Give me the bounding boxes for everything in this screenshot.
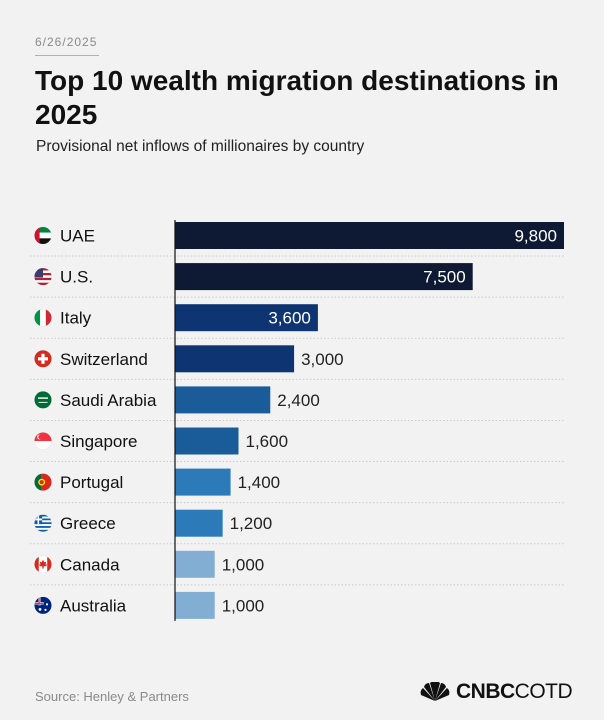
value-label: 3,000 [301, 350, 344, 369]
value-label: 2,400 [277, 391, 320, 410]
value-label: 1,400 [238, 473, 281, 492]
peacock-icon [420, 682, 450, 701]
bar [175, 386, 271, 414]
chart-title: Top 10 wealth migration destinations in … [35, 65, 559, 130]
greece-flag-icon [34, 514, 52, 532]
italy-flag-icon [34, 308, 52, 327]
portugal-flag-icon [34, 473, 52, 491]
uae-flag-icon [34, 226, 52, 245]
switzerland-flag-icon [34, 350, 52, 368]
bar [175, 509, 223, 537]
saudi-arabia-flag-icon [34, 391, 52, 409]
chart-row: U.S. 7,500 [30, 263, 564, 298]
source-note: Source: Henley & Partners [35, 689, 189, 704]
category-label: UAE [60, 227, 95, 246]
singapore-flag-icon [34, 432, 52, 450]
bar-chart: UAE 9,800 U.S. 7,500 Italy 3,600 Switzerland 3,… [30, 220, 564, 621]
bar [175, 427, 239, 455]
category-label: Portugal [60, 473, 123, 492]
bar [175, 345, 295, 373]
australia-flag-icon [34, 596, 52, 615]
chart-row: Greece 1,200 [30, 509, 564, 545]
category-label: Switzerland [60, 350, 148, 369]
date-label: 6/26/2025 [35, 35, 98, 49]
value-label: 1,000 [222, 596, 265, 615]
chart-row: Saudi Arabia 2,400 [30, 386, 564, 421]
chart-row: Australia 1,000 [34, 591, 265, 619]
category-label: Canada [60, 555, 120, 574]
date-rule [35, 55, 99, 56]
bar [175, 304, 318, 332]
chart-row: Italy 3,600 [30, 304, 564, 339]
canada-flag-icon [34, 555, 52, 574]
chart-row: Portugal 1,400 [30, 468, 564, 504]
bar [175, 468, 231, 496]
value-label: 1,600 [246, 432, 289, 451]
category-label: Australia [60, 596, 127, 615]
chart-row: UAE 9,800 [30, 222, 564, 257]
chart-row: Switzerland 3,000 [30, 345, 564, 380]
chart-row: Singapore 1,600 [30, 427, 564, 463]
category-label: Greece [60, 514, 116, 533]
chart-subtitle: Provisional net inflows of millionaires … [36, 138, 365, 155]
chart-row: Canada 1,000 [30, 550, 564, 586]
bar [175, 222, 564, 249]
bar [175, 591, 215, 619]
bar [175, 263, 473, 291]
us-flag-icon [34, 267, 52, 286]
category-label: Saudi Arabia [60, 391, 157, 410]
bar [175, 550, 215, 578]
value-label: 3,600 [268, 309, 311, 328]
value-label: 1,000 [222, 555, 265, 574]
value-label: 1,200 [230, 514, 273, 533]
value-label: 7,500 [423, 268, 466, 287]
value-label: 9,800 [514, 227, 557, 246]
cnbc-logo: CNBCCOTD [418, 680, 573, 703]
logo-text: CNBCCOTD [456, 680, 573, 703]
category-label: U.S. [60, 268, 93, 287]
category-label: Singapore [60, 432, 138, 451]
category-label: Italy [60, 309, 92, 328]
